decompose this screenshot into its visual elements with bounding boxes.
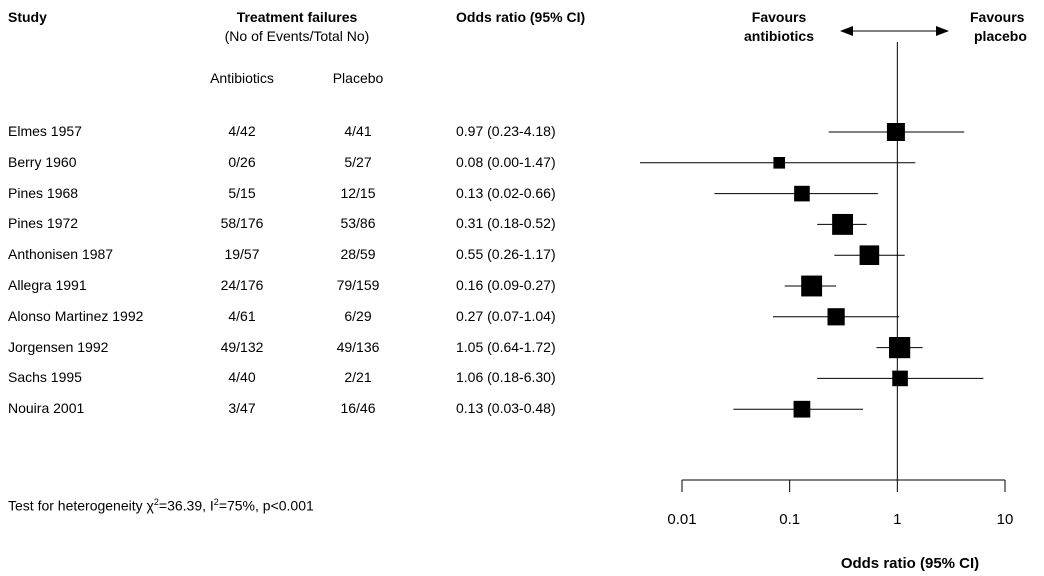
placebo-count: 5/27 bbox=[344, 154, 372, 170]
heterogeneity-text: Test for heterogeneity χ2=36.39, I2=75%,… bbox=[8, 497, 314, 514]
odds-ratio-text: 0.31 (0.18-0.52) bbox=[456, 215, 556, 231]
estimate-marker bbox=[827, 308, 845, 326]
antibiotics-count: 58/176 bbox=[220, 215, 264, 231]
study-name: Anthonisen 1987 bbox=[8, 246, 114, 262]
odds-ratio-text: 0.55 (0.26-1.17) bbox=[456, 246, 556, 262]
placebo-count: 4/41 bbox=[344, 123, 372, 139]
odds-ratio-text: 0.13 (0.03-0.48) bbox=[456, 400, 556, 416]
heterogeneity-prefix: Test for heterogeneity bbox=[8, 497, 147, 514]
header-antibiotics: Antibiotics bbox=[210, 70, 274, 86]
favours-antibiotics-line2: antibiotics bbox=[743, 28, 814, 44]
header-treatment-failures: Treatment failures bbox=[236, 9, 358, 25]
study-name: Berry 1960 bbox=[8, 154, 77, 170]
odds-ratio-text: 0.97 (0.23-4.18) bbox=[456, 123, 556, 139]
study-name: Jorgensen 1992 bbox=[8, 339, 109, 355]
favours-placebo-line1: Favours bbox=[970, 9, 1025, 25]
x-tick-label: 10 bbox=[997, 511, 1014, 528]
heterogeneity-i-sup: 2 bbox=[213, 497, 219, 507]
favours-antibiotics-line1: Favours bbox=[751, 9, 807, 25]
study-name: Nouira 2001 bbox=[8, 400, 85, 416]
estimate-marker bbox=[892, 370, 908, 387]
heterogeneity-rest: =75%, p<0.001 bbox=[218, 497, 314, 514]
study-name: Allegra 1991 bbox=[8, 277, 87, 293]
odds-ratio-text: 1.06 (0.18-6.30) bbox=[456, 369, 556, 385]
study-name: Pines 1968 bbox=[8, 185, 79, 201]
odds-ratio-text: 0.13 (0.02-0.66) bbox=[456, 185, 556, 201]
antibiotics-count: 3/47 bbox=[228, 400, 256, 416]
header-odds-ratio: Odds ratio (95% CI) bbox=[456, 9, 586, 25]
placebo-count: 16/46 bbox=[340, 400, 376, 416]
estimate-marker bbox=[859, 245, 880, 265]
placebo-count: 6/29 bbox=[344, 308, 372, 324]
placebo-count: 53/86 bbox=[340, 215, 376, 231]
estimate-marker bbox=[801, 275, 823, 297]
estimate-marker bbox=[889, 337, 911, 359]
heterogeneity-chi: χ bbox=[146, 497, 154, 514]
header-events-total: (No of Events/Total No) bbox=[224, 28, 370, 44]
antibiotics-count: 0/26 bbox=[228, 154, 256, 170]
favours-arrow-head-right bbox=[936, 26, 949, 36]
heterogeneity-chi-value: =36.39, I bbox=[158, 497, 214, 514]
estimate-marker bbox=[794, 185, 810, 202]
study-name: Sachs 1995 bbox=[8, 369, 82, 385]
estimate-marker bbox=[832, 213, 854, 235]
x-tick-label: 0.1 bbox=[779, 511, 800, 528]
antibiotics-count: 24/176 bbox=[220, 277, 264, 293]
antibiotics-count: 4/61 bbox=[228, 308, 256, 324]
placebo-count: 49/136 bbox=[336, 339, 380, 355]
odds-ratio-text: 0.16 (0.09-0.27) bbox=[456, 277, 556, 293]
estimate-marker bbox=[886, 123, 905, 141]
study-name: Pines 1972 bbox=[8, 215, 79, 231]
favours-arrow-head-left bbox=[840, 26, 853, 36]
antibiotics-count: 4/42 bbox=[228, 123, 256, 139]
antibiotics-count: 49/132 bbox=[220, 339, 264, 355]
antibiotics-count: 19/57 bbox=[224, 246, 260, 262]
study-name: Elmes 1957 bbox=[8, 123, 82, 139]
placebo-count: 79/159 bbox=[336, 277, 380, 293]
x-axis-label: Odds ratio (95% CI) bbox=[841, 555, 979, 572]
x-tick-label: 1 bbox=[893, 511, 901, 528]
odds-ratio-text: 0.08 (0.00-1.47) bbox=[456, 154, 556, 170]
placebo-count: 12/15 bbox=[340, 185, 376, 201]
antibiotics-count: 5/15 bbox=[228, 185, 256, 201]
estimate-marker bbox=[793, 400, 811, 418]
x-tick-label: 0.01 bbox=[667, 511, 696, 528]
odds-ratio-text: 1.05 (0.64-1.72) bbox=[456, 339, 556, 355]
favours-placebo-line2: placebo bbox=[974, 28, 1027, 44]
heterogeneity-chi-sup: 2 bbox=[153, 497, 159, 507]
header-placebo: Placebo bbox=[332, 70, 384, 86]
placebo-count: 28/59 bbox=[340, 246, 376, 262]
header-study: Study bbox=[8, 9, 47, 25]
placebo-count: 2/21 bbox=[344, 369, 372, 385]
odds-ratio-text: 0.27 (0.07-1.04) bbox=[456, 308, 556, 324]
estimate-marker bbox=[773, 157, 786, 169]
study-name: Alonso Martinez 1992 bbox=[8, 308, 144, 324]
antibiotics-count: 4/40 bbox=[228, 369, 256, 385]
